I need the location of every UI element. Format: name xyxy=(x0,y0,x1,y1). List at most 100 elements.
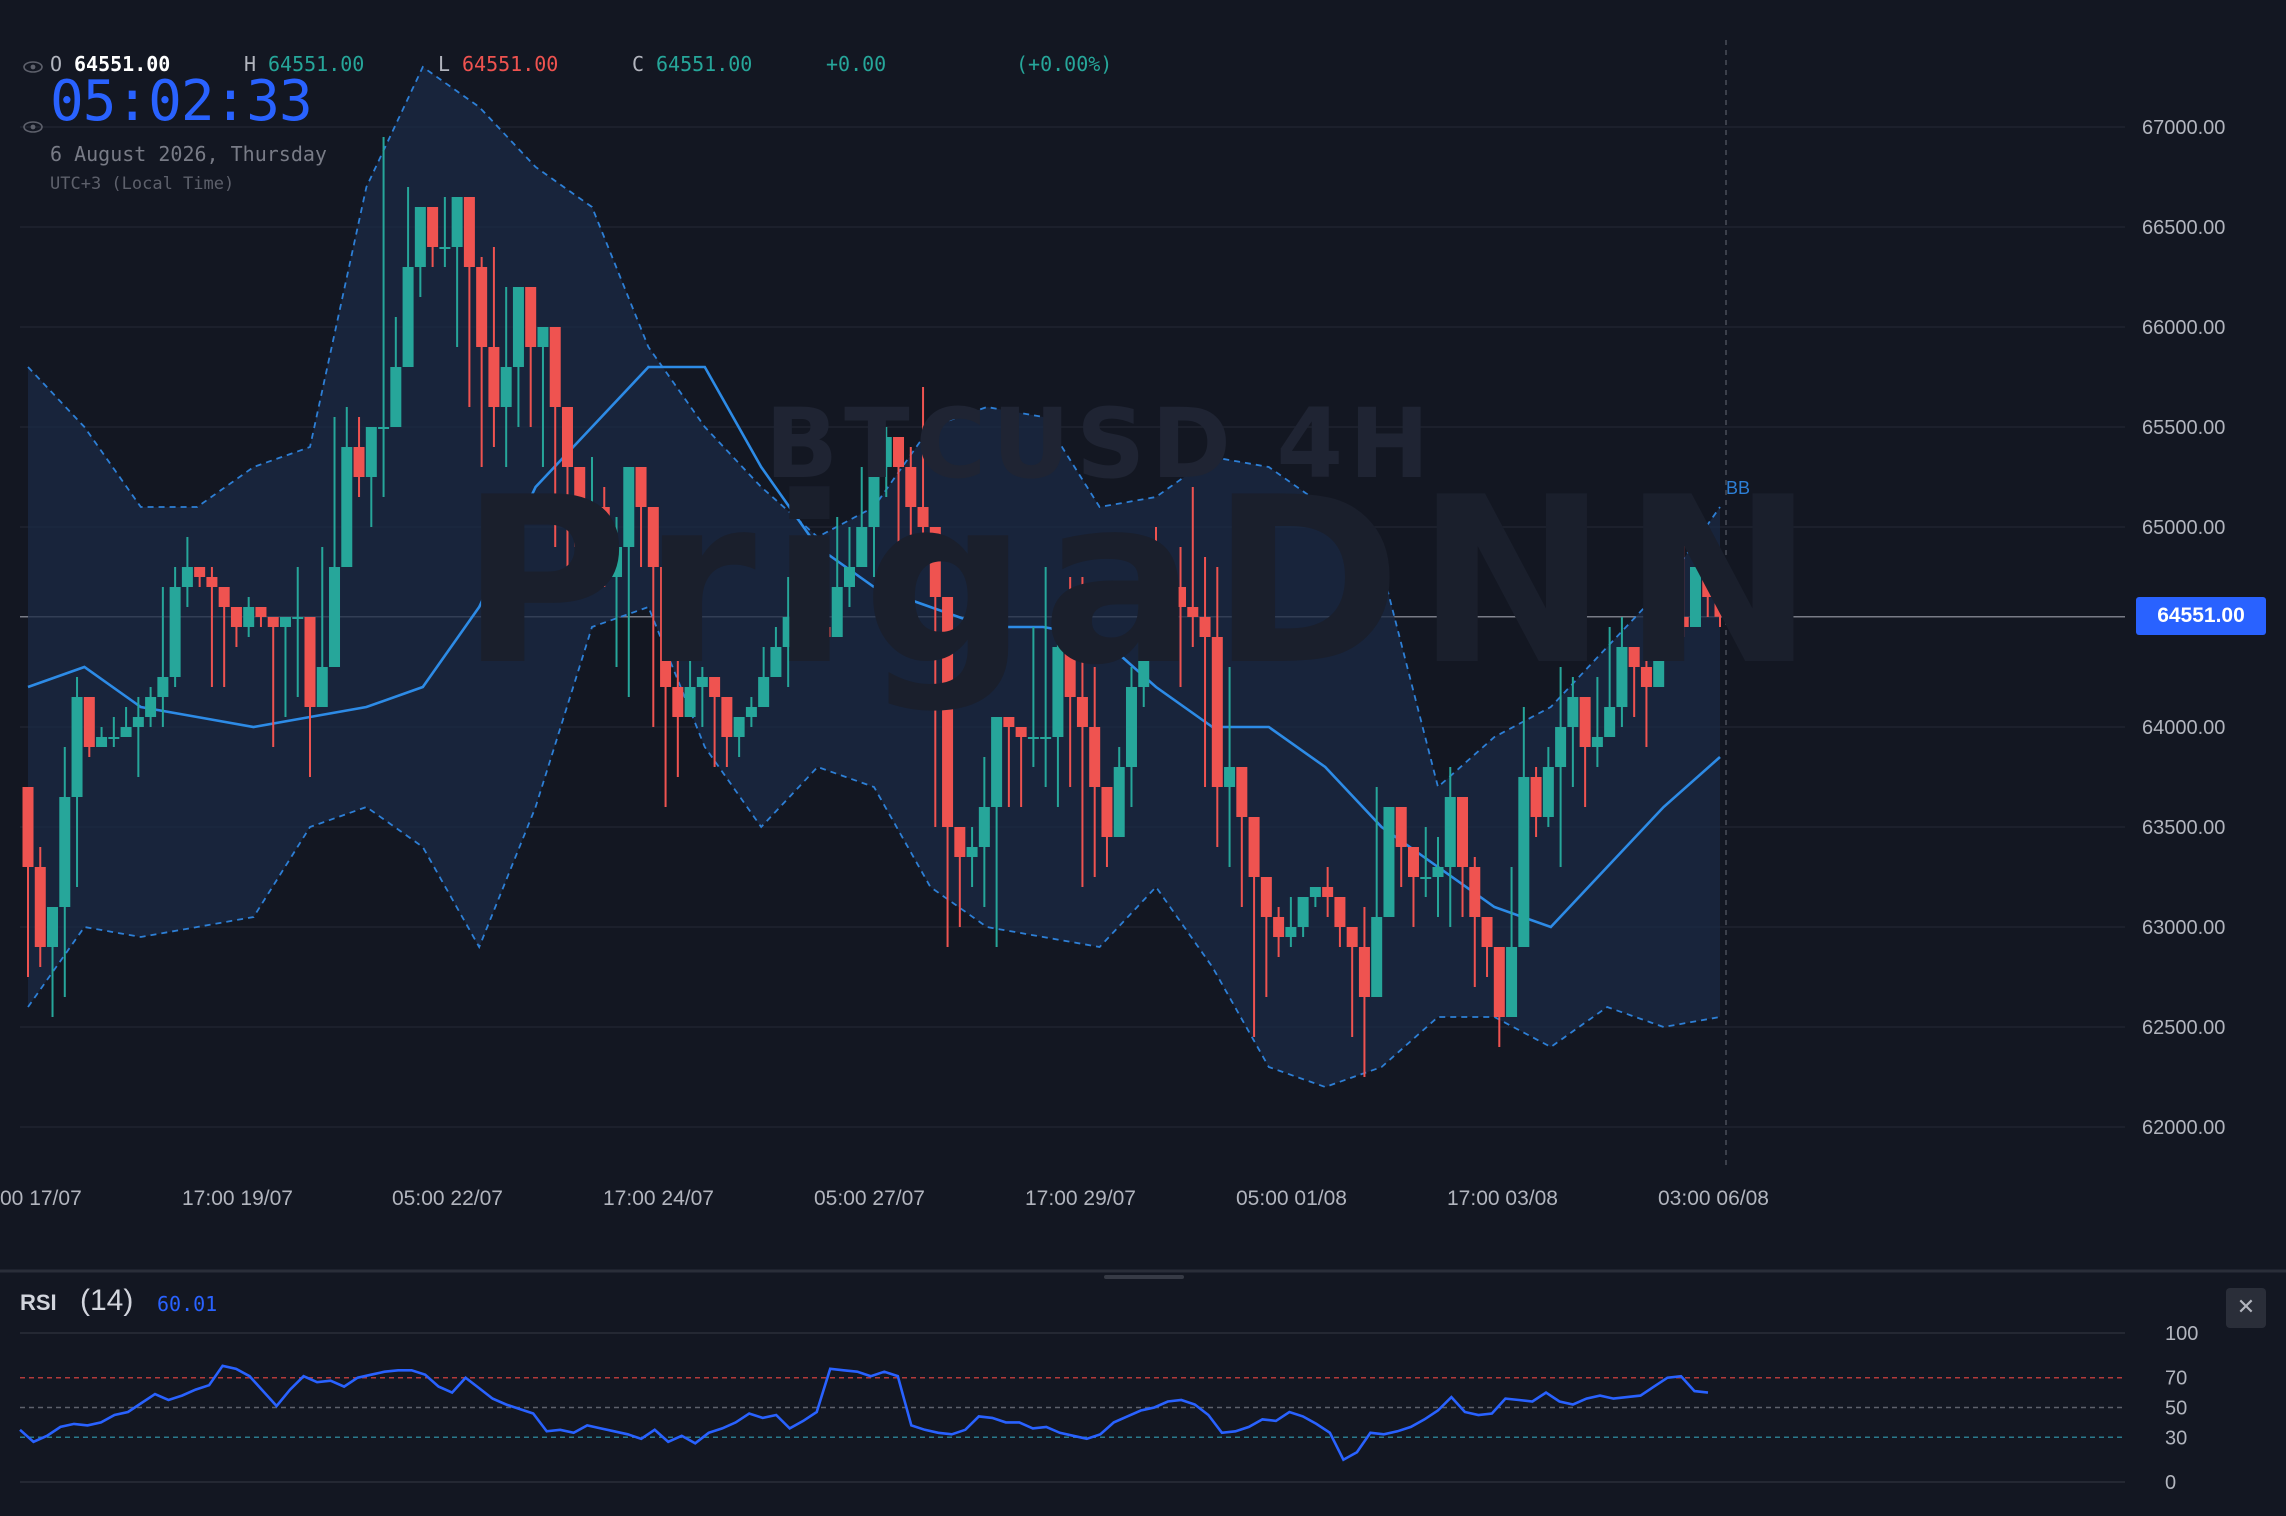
candle-body xyxy=(194,567,206,577)
price-tick-label: 65000.00 xyxy=(2142,517,2225,539)
pane-resize-handle[interactable] xyxy=(1104,1275,1184,1279)
candle-body xyxy=(1358,947,1370,997)
candle xyxy=(635,467,647,567)
low-value: 64551.00 xyxy=(462,52,559,76)
candle xyxy=(279,617,291,717)
candle xyxy=(1064,577,1076,787)
candle-body xyxy=(978,807,990,847)
candle xyxy=(500,287,512,467)
candle-body xyxy=(1616,647,1628,707)
candle xyxy=(1628,647,1640,717)
candle-body xyxy=(292,617,304,619)
candle-body xyxy=(1162,567,1174,587)
candle-body xyxy=(709,677,721,697)
close-icon[interactable]: ✕ xyxy=(2226,1288,2266,1328)
time-tick-label: 17:00 19/07 xyxy=(182,1187,293,1210)
candle xyxy=(561,407,573,567)
candle-body xyxy=(1334,897,1346,927)
candle-body xyxy=(390,367,402,427)
candle xyxy=(745,697,757,727)
eye-icon[interactable] xyxy=(22,60,44,74)
candle xyxy=(1187,487,1199,647)
close-value: 64551.00 xyxy=(656,52,753,76)
candle xyxy=(978,757,990,907)
candle xyxy=(206,567,218,687)
price-axis[interactable]: 67000.00 66500.00 66000.00 65500.00 65000.00… xyxy=(2142,117,2225,1139)
candle xyxy=(292,567,304,697)
candle xyxy=(476,257,488,467)
candle xyxy=(1444,767,1456,927)
candle xyxy=(353,417,365,497)
candle xyxy=(1015,727,1027,807)
candle-body xyxy=(782,617,794,647)
candle-body xyxy=(574,467,586,547)
eye-icon[interactable] xyxy=(22,120,44,134)
candle-body xyxy=(304,617,316,707)
rsi-tick-label: 70 xyxy=(2165,1368,2187,1390)
candle xyxy=(770,627,782,677)
candle xyxy=(1591,677,1603,767)
candle-body xyxy=(611,547,623,577)
candle xyxy=(647,507,659,727)
candle xyxy=(843,527,855,607)
time-axis[interactable]: 00 17/07 17:00 19/07 05:00 22/07 17:00 24/0… xyxy=(0,1187,1769,1210)
candle xyxy=(304,617,316,777)
candle-body xyxy=(1689,567,1701,627)
candle xyxy=(1567,677,1579,787)
candle-body xyxy=(561,407,573,467)
candle xyxy=(488,247,500,447)
candle-body xyxy=(1469,867,1481,917)
candle xyxy=(1604,627,1616,737)
rsi-tick-label: 50 xyxy=(2165,1398,2187,1420)
candle-body xyxy=(427,207,439,247)
candle-body xyxy=(1150,557,1162,567)
candle-body xyxy=(1432,867,1444,877)
candle xyxy=(1407,847,1419,927)
candle-body xyxy=(856,527,868,567)
candle-body xyxy=(1175,587,1187,607)
candle-body xyxy=(145,697,157,717)
candle-body xyxy=(206,577,218,587)
close-label: C xyxy=(632,52,645,76)
candle xyxy=(1125,667,1137,807)
candle xyxy=(1702,567,1714,617)
current-price-tag: 64551.00 xyxy=(2136,597,2266,635)
candle xyxy=(905,447,917,547)
candle xyxy=(1273,907,1285,957)
candle xyxy=(1383,807,1395,917)
candle xyxy=(684,657,696,717)
candle-body xyxy=(966,847,978,857)
candle xyxy=(1052,627,1064,807)
candle-body xyxy=(1383,807,1395,917)
candle-body xyxy=(868,467,880,527)
candle xyxy=(525,287,537,427)
candle-body xyxy=(1530,777,1542,817)
candle-body xyxy=(120,727,132,737)
candle xyxy=(157,587,169,727)
candle-body xyxy=(893,437,905,467)
candle-body xyxy=(1555,727,1567,767)
candle xyxy=(991,717,1003,947)
price-tick-label: 66500.00 xyxy=(2142,217,2225,239)
candle xyxy=(1236,767,1248,907)
candle xyxy=(942,597,954,947)
candle xyxy=(1309,887,1321,907)
candle xyxy=(1334,897,1346,947)
candle-body xyxy=(267,617,279,627)
candle-body xyxy=(721,697,733,737)
candle xyxy=(243,597,255,637)
candle-body xyxy=(439,247,451,249)
rsi-tick-label: 0 xyxy=(2165,1472,2176,1494)
candle xyxy=(537,327,549,467)
candle-body xyxy=(1591,737,1603,747)
candle xyxy=(733,717,745,757)
price-tick-label: 62000.00 xyxy=(2142,1117,2225,1139)
candle xyxy=(660,567,672,807)
candle-body xyxy=(1371,917,1383,997)
candlestick-series[interactable] xyxy=(22,137,1726,1077)
candle xyxy=(71,677,83,887)
candle-body xyxy=(316,667,328,707)
candle-body xyxy=(414,207,426,267)
candle xyxy=(22,787,34,977)
